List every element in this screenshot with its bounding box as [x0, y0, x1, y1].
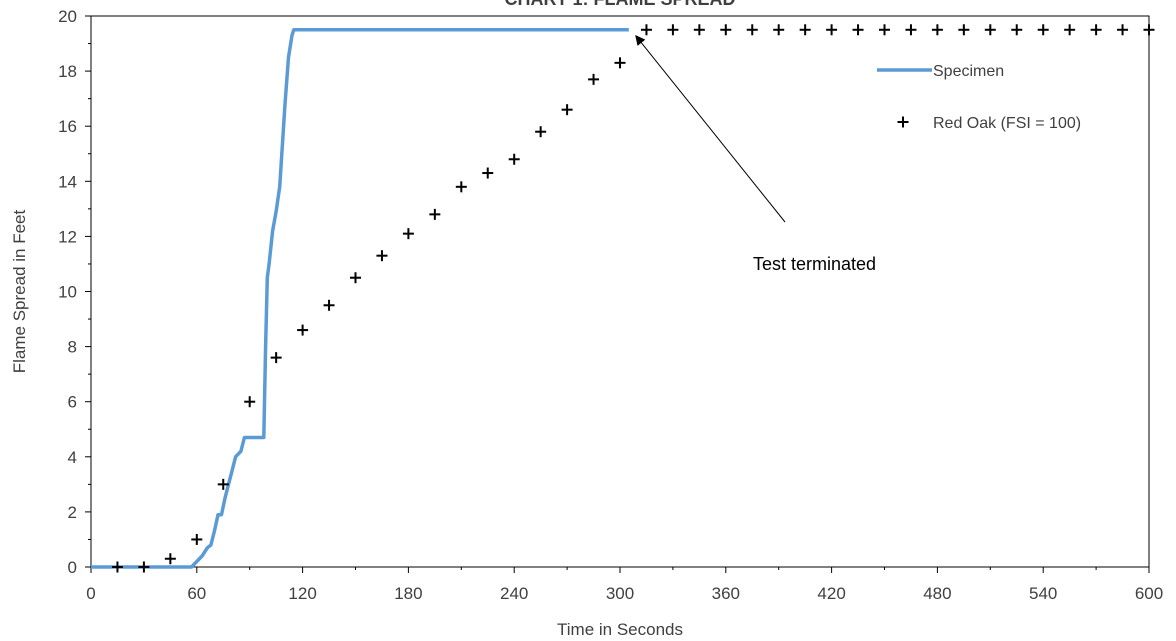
annotation-layer: Test terminated [635, 34, 876, 274]
data-point [561, 104, 573, 116]
y-tick-label: 10 [58, 283, 77, 302]
data-point [164, 553, 176, 565]
annotation-arrow [635, 34, 786, 223]
data-point [455, 181, 467, 193]
data-point [1064, 24, 1076, 36]
data-point [323, 299, 335, 311]
x-axis: 0 60 120 180 240 300 360 420 480 540 600 [86, 567, 1163, 603]
chart-title: CHART 1: FLAME SPREAD [504, 0, 735, 9]
legend-label: Specimen [933, 63, 1004, 80]
data-point [1143, 24, 1155, 36]
data-point [826, 24, 838, 36]
x-tick-label: 180 [394, 584, 422, 603]
y-tick-label: 16 [58, 117, 77, 136]
y-tick-label: 6 [68, 393, 77, 412]
plot-frame [90, 15, 1150, 568]
legend-label: Red Oak (FSI = 100) [933, 115, 1081, 132]
y-tick-label: 20 [58, 7, 77, 26]
data-point [667, 24, 679, 36]
data-point [376, 250, 388, 262]
data-point [693, 24, 705, 36]
data-point [746, 24, 758, 36]
x-tick-label: 420 [817, 584, 845, 603]
y-tick-label: 2 [68, 503, 77, 522]
data-point [614, 57, 626, 69]
y-tick-label: 4 [68, 448, 77, 467]
y-tick-label: 0 [68, 558, 77, 577]
data-point [588, 73, 600, 85]
data-point [138, 561, 150, 573]
series-markers-red-oak [111, 24, 1155, 573]
data-point [799, 24, 811, 36]
x-tick-label: 300 [606, 584, 634, 603]
data-point [111, 561, 123, 573]
data-point [402, 228, 414, 240]
data-point [482, 167, 494, 179]
data-point [958, 24, 970, 36]
data-point [1117, 24, 1129, 36]
data-point [984, 24, 996, 36]
data-point [931, 24, 943, 36]
data-point [879, 24, 890, 36]
x-tick-label: 60 [187, 584, 206, 603]
data-point [905, 24, 917, 36]
data-point [1090, 24, 1102, 36]
plot-area [90, 15, 1150, 568]
x-tick-label: 540 [1029, 584, 1057, 603]
legend: Specimen Red Oak (FSI = 100) [877, 63, 1081, 132]
y-tick-label: 14 [58, 172, 77, 191]
y-axis-title: Flame Spread in Feet [10, 209, 29, 373]
data-point [720, 24, 732, 36]
series-line-specimen [91, 28, 629, 569]
series-layer [91, 24, 1155, 573]
data-point [1011, 24, 1023, 36]
annotation-label: Test terminated [753, 254, 876, 274]
data-point [535, 126, 547, 138]
y-tick-label: 18 [58, 62, 77, 81]
legend-swatch-red-oak [897, 116, 909, 128]
y-tick-label: 12 [58, 227, 77, 246]
data-point [508, 153, 520, 165]
data-point [217, 478, 229, 490]
data-point [191, 533, 203, 545]
data-point [244, 396, 256, 408]
data-point [270, 352, 282, 364]
y-tick-label: 8 [68, 338, 77, 357]
y-axis: 0 2 4 6 8 10 12 14 16 18 20 [58, 7, 91, 577]
data-point [297, 324, 309, 336]
x-tick-label: 0 [86, 584, 95, 603]
data-point [640, 24, 652, 36]
x-axis-title: Time in Seconds [557, 620, 683, 639]
x-tick-label: 480 [923, 584, 951, 603]
x-tick-label: 120 [288, 584, 316, 603]
x-tick-label: 600 [1135, 584, 1163, 603]
data-point [350, 272, 361, 284]
x-tick-label: 240 [500, 584, 528, 603]
data-point [429, 208, 441, 220]
data-point [773, 24, 785, 36]
x-tick-label: 360 [712, 584, 740, 603]
data-point [1037, 24, 1049, 36]
data-point [852, 24, 864, 36]
